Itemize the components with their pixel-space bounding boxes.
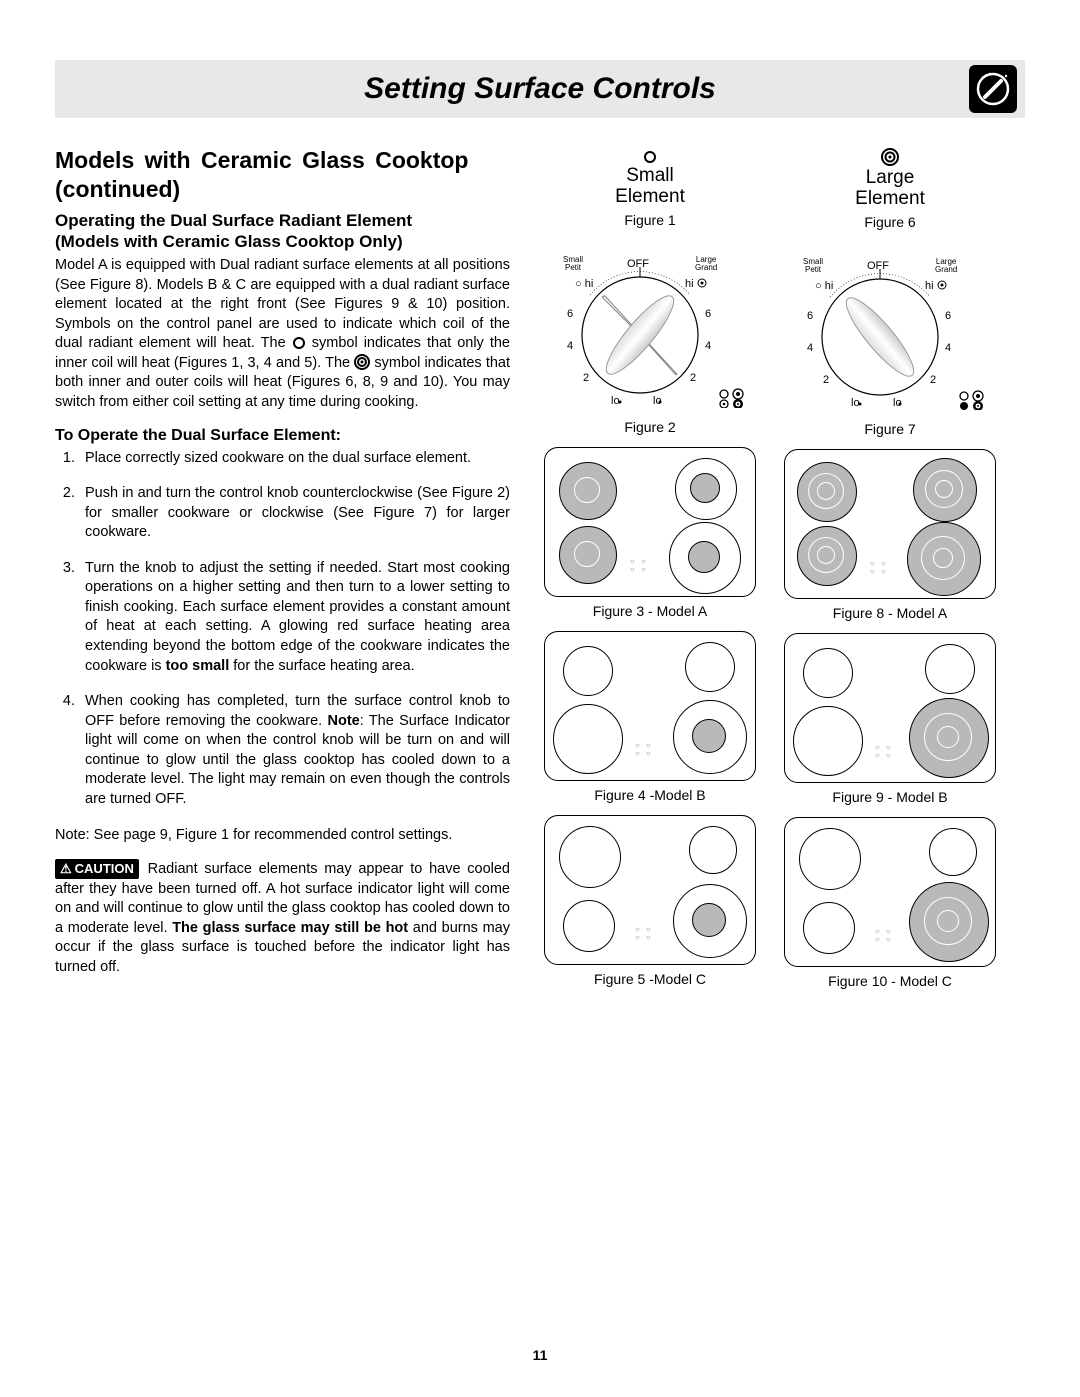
small-coil-icon	[292, 336, 306, 350]
fig1-caption: Figure 1	[624, 212, 675, 228]
fig7-caption: Figure 7	[864, 421, 915, 437]
page-title: Setting Surface Controls	[364, 72, 716, 106]
fig6-caption: Figure 6	[864, 214, 915, 230]
steps-title: To Operate the Dual Surface Element:	[55, 427, 510, 445]
knob-figure-7: SmallPetit LargeGrand OFF ○ hi hi 6 6 4 …	[785, 252, 995, 417]
small-element-header: SmallElement	[615, 166, 685, 208]
knob-logo-icon	[969, 65, 1017, 113]
step-2: Push in and turn the control knob counte…	[79, 484, 510, 543]
cooktop-fig8: ○ ○○ ○	[784, 449, 996, 599]
subsection-heading: Operating the Dual Surface Radiant Eleme…	[55, 210, 510, 253]
content-columns: Models with Ceramic Glass Cooktop (conti…	[55, 146, 1025, 1001]
right-column: SmallElement Figure 1	[540, 146, 1000, 1001]
caution-paragraph: CAUTION Radiant surface elements may app…	[55, 859, 510, 977]
step-4: When cooking has completed, turn the sur…	[79, 692, 510, 809]
sub-line1: Operating the Dual Surface Radiant Eleme…	[55, 211, 412, 230]
cooktop-fig10: ○ ○○ ○	[784, 817, 996, 967]
caution-badge: CAUTION	[55, 859, 139, 879]
cooktop-fig4: ○ ○○ ○	[544, 631, 756, 781]
fig2-caption: Figure 2	[624, 419, 675, 435]
knob-figure-2: SmallPetit LargeGrand OFF ○ hi hi 6 6 4 …	[545, 250, 755, 415]
intro-paragraph: Model A is equipped with Dual radiant su…	[55, 256, 510, 413]
section-heading: Models with Ceramic Glass Cooktop (conti…	[55, 146, 510, 204]
cooktop-fig9: ○ ○○ ○	[784, 633, 996, 783]
note-line: Note: See page 9, Figure 1 for recommend…	[55, 826, 510, 846]
small-element-symbol-icon	[643, 150, 657, 164]
page: Setting Surface Controls Models with Cer…	[0, 0, 1080, 1397]
fig10-caption: Figure 10 - Model C	[828, 973, 952, 989]
title-bar: Setting Surface Controls	[55, 60, 1025, 118]
figure-column-left: SmallElement Figure 1	[540, 146, 760, 1001]
cooktop-fig5: ○ ○○ ○	[544, 815, 756, 965]
large-coil-icon	[354, 354, 370, 370]
large-element-symbol-icon	[881, 148, 899, 166]
fig9-caption: Figure 9 - Model B	[832, 789, 947, 805]
figure-column-right: LargeElement Figure 6	[780, 146, 1000, 1001]
step-3: Turn the knob to adjust the setting if n…	[79, 559, 510, 676]
large-element-header: LargeElement	[855, 168, 925, 210]
fig3-caption: Figure 3 - Model A	[593, 603, 707, 619]
cooktop-fig3: ○ ○○ ○	[544, 447, 756, 597]
fig5-caption: Figure 5 -Model C	[594, 971, 706, 987]
left-column: Models with Ceramic Glass Cooktop (conti…	[55, 146, 510, 1001]
sub-line2: (Models with Ceramic Glass Cooktop Only)	[55, 232, 403, 251]
steps-list: Place correctly sized cookware on the du…	[55, 449, 510, 810]
fig8-caption: Figure 8 - Model A	[833, 605, 947, 621]
page-number: 11	[0, 1347, 1080, 1363]
step-1: Place correctly sized cookware on the du…	[79, 449, 510, 469]
fig4-caption: Figure 4 -Model B	[594, 787, 705, 803]
